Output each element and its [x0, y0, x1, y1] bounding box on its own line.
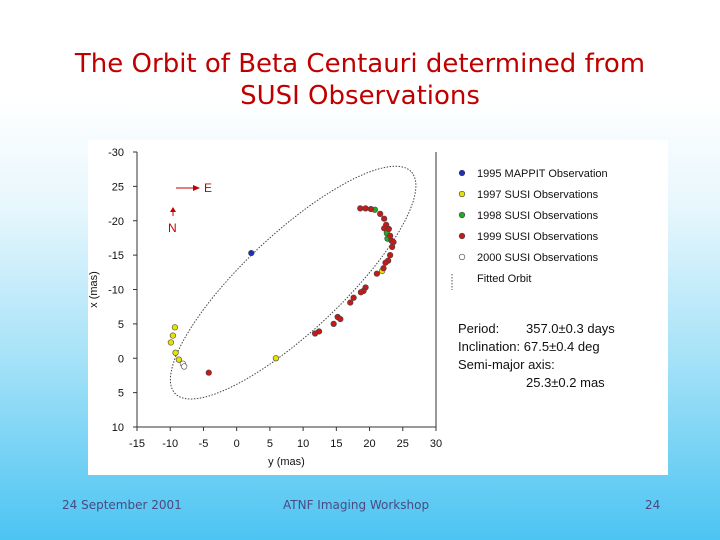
data-point [380, 265, 387, 272]
data-point [367, 205, 374, 213]
x-axis-label: y (mas) [268, 456, 305, 468]
data-point [175, 356, 182, 363]
data-point [272, 355, 279, 362]
data-point [169, 332, 176, 339]
x-tick-label: 5 [267, 438, 273, 450]
data-point [337, 315, 344, 323]
data-point [311, 330, 319, 337]
x-tick-label: 10 [297, 438, 309, 450]
legend-marker [458, 211, 466, 219]
footer-workshop: ATNF Imaging Workshop [283, 498, 430, 512]
x-tick-label: 25 [397, 438, 409, 450]
semimajor-label: Semi-major axis: [458, 357, 555, 372]
x-tick-label: 20 [363, 438, 375, 450]
x-tick-label: 15 [330, 438, 342, 450]
data-point [382, 259, 389, 266]
data-point [389, 243, 396, 250]
slide-title-line-2: SUSI Observations [240, 81, 480, 111]
orbit-chart: -30 25 -20 -15 -10 5 0 5 10 -15 -10 -5 0 5 10 15 20 25 30 y… [88, 147, 615, 468]
x-tick-label: -15 [129, 438, 145, 450]
y-tick-label: 10 [112, 422, 124, 434]
footer-date: 24 September 2001 [62, 498, 182, 512]
footer-page-number: 24 [645, 498, 661, 512]
data-point [172, 349, 179, 356]
fitted-orbit-path [169, 165, 417, 400]
legend-label: 1998 SUSI Observations [477, 210, 599, 222]
slide-title: The Orbit of Beta Centauri determined fr… [0, 48, 720, 112]
data-point [330, 320, 337, 327]
chart-area: -30 25 -20 -15 -10 5 0 5 10 -15 -10 -5 0 5 10 15 20 25 30 y… [88, 140, 668, 475]
legend-label: 1997 SUSI Observations [477, 189, 599, 201]
data-point [181, 363, 188, 370]
x-tick-label: 30 [430, 438, 442, 450]
data-point [385, 225, 392, 233]
slide-title-line-1: The Orbit of Beta Centauri determined fr… [74, 49, 646, 79]
data-point [347, 299, 354, 306]
y-tick-label: 0 [118, 353, 124, 365]
y-tick-label: -20 [108, 216, 124, 228]
y-axis-label: x (mas) [88, 271, 100, 308]
legend-orbit-label: Fitted Orbit [477, 273, 531, 285]
legend-marker [458, 169, 466, 177]
data-point [357, 205, 364, 212]
north-arrow-head [170, 207, 176, 212]
data-point [381, 215, 388, 222]
legend-marker [458, 190, 466, 198]
data-points-layer [167, 205, 397, 376]
legend-label: 1995 MAPPIT Observation [477, 168, 608, 180]
inclination-text: Inclination: 67.5±0.4 deg [458, 339, 600, 354]
y-tick-label: 5 [118, 388, 124, 400]
chart-axes: -30 25 -20 -15 -10 5 0 5 10 -15 -10 -5 0 5 10 15 20 25 30 y… [88, 147, 442, 468]
y-tick-label: -10 [108, 285, 124, 297]
east-arrow-head [193, 185, 200, 191]
orbital-elements: Period: 357.0±0.3 days Inclination: 67.5±0… [458, 321, 615, 390]
data-point [167, 339, 174, 346]
data-point [350, 294, 357, 301]
y-tick-label: 25 [112, 181, 124, 193]
period-label: Period: [458, 321, 499, 336]
legend-label: 2000 SUSI Observations [477, 252, 599, 264]
y-tick-label: 5 [118, 319, 124, 331]
data-point [387, 252, 394, 259]
y-tick-label: -15 [108, 250, 124, 262]
compass-markers: EN [168, 181, 212, 235]
data-point [373, 270, 380, 277]
semimajor-value: 25.3±0.2 mas [526, 375, 605, 390]
data-point [357, 289, 365, 296]
x-tick-label: -10 [162, 438, 178, 450]
period-value: 357.0±0.3 days [526, 321, 615, 336]
data-point [205, 369, 212, 376]
data-point [362, 205, 369, 212]
data-point [171, 324, 178, 331]
fitted-orbit-layer [169, 165, 417, 400]
y-tick-label: -30 [108, 147, 124, 159]
legend-marker [458, 232, 466, 240]
data-point [248, 249, 255, 257]
east-label: E [204, 181, 212, 195]
chart-legend: 1995 MAPPIT Observation 1997 SUSI Observa… [451, 168, 608, 290]
data-point [377, 210, 384, 217]
x-tick-label: -5 [199, 438, 209, 450]
north-label: N [168, 221, 177, 235]
legend-marker [458, 253, 466, 261]
legend-label: 1999 SUSI Observations [477, 231, 599, 243]
x-tick-label: 0 [234, 438, 240, 450]
